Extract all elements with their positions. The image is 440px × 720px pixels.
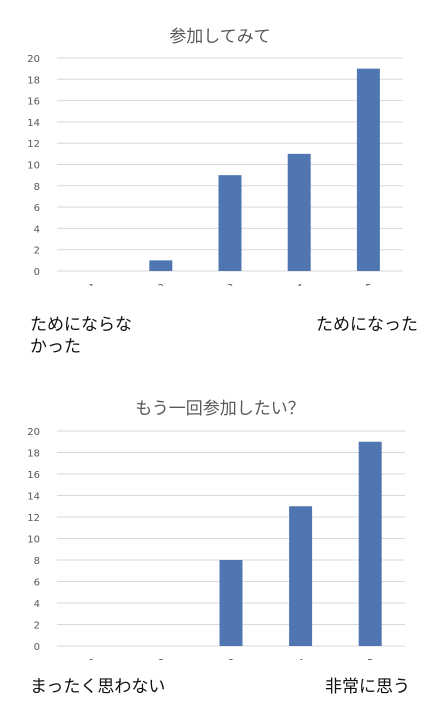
y-tick-label: 16: [27, 470, 40, 481]
chart-panel-2: もう一回参加したい？ 0246810121416182012345 まったく思わ…: [0, 380, 440, 720]
bar: [287, 153, 311, 271]
y-tick-label: 6: [34, 578, 40, 589]
x-tick-label: 5: [365, 283, 371, 286]
y-tick-label: 12: [27, 139, 40, 150]
bar: [356, 68, 380, 272]
y-axis-ticks: 0 2 4 6 8 10 12 14 16 18 20: [27, 54, 40, 278]
y-tick-label: 8: [34, 182, 40, 193]
y-tick-label: 20: [27, 427, 40, 438]
y-tick-label: 4: [34, 599, 40, 610]
bars: [149, 68, 380, 272]
y-tick-label: 14: [27, 492, 40, 503]
x-axis-ticks: 1 2 3 4 5: [88, 283, 371, 286]
y-tick-label: 10: [27, 161, 40, 172]
y-tick-label: 6: [34, 203, 40, 214]
bars: [219, 441, 382, 646]
scale-low-label-text: ためにならな かった: [30, 315, 132, 357]
y-tick-label: 20: [27, 54, 40, 65]
y-tick-label: 2: [34, 621, 40, 632]
scale-low-label: ためにならな かった: [30, 314, 132, 358]
x-tick-label: 3: [228, 658, 234, 660]
x-tick-label: 3: [227, 283, 233, 286]
y-axis-ticks: 0 2 4 6 8 10 12 14 16 18 20: [27, 427, 40, 653]
y-tick-label: 18: [27, 75, 40, 86]
chart-title: もう一回参加したい？: [135, 399, 305, 419]
y-tick-label: 4: [34, 224, 40, 235]
bar: [219, 560, 243, 646]
y-tick-label: 2: [34, 246, 40, 257]
x-tick-label: 5: [367, 658, 373, 660]
x-tick-label: 1: [89, 658, 95, 660]
bar: [358, 441, 382, 646]
y-tick-label: 0: [34, 642, 40, 653]
bar-chart: 0246810121416182012345: [27, 427, 405, 660]
x-tick-label: 4: [297, 658, 303, 660]
x-tick-label: 2: [158, 658, 164, 660]
y-tick-label: 10: [27, 535, 40, 546]
y-tick-label: 12: [27, 513, 40, 524]
scale-high-label: 非常に思う: [325, 677, 410, 697]
x-tick-label: 4: [296, 283, 302, 286]
bar: [218, 175, 242, 271]
bar: [289, 506, 313, 646]
y-tick-label: 0: [34, 267, 40, 278]
y-tick-label: 8: [34, 556, 40, 567]
y-tick-label: 18: [27, 449, 40, 460]
y-tick-label: 14: [27, 118, 40, 129]
x-tick-label: 1: [88, 283, 94, 286]
x-tick-label: 2: [158, 283, 164, 286]
y-tick-label: 16: [27, 97, 40, 108]
scale-high-label: ためになった: [316, 315, 418, 335]
chart-title: 参加してみて: [169, 27, 271, 47]
bar: [149, 260, 173, 271]
x-axis-ticks: 1 2 3 4 5: [89, 658, 374, 660]
bar-chart: 0246810121416182012345: [27, 54, 403, 286]
chart-panel-1: 参加してみて 0246810121416182012345 ためにならなかった …: [27, 27, 418, 358]
scale-low-label: まったく思わない: [30, 677, 166, 697]
